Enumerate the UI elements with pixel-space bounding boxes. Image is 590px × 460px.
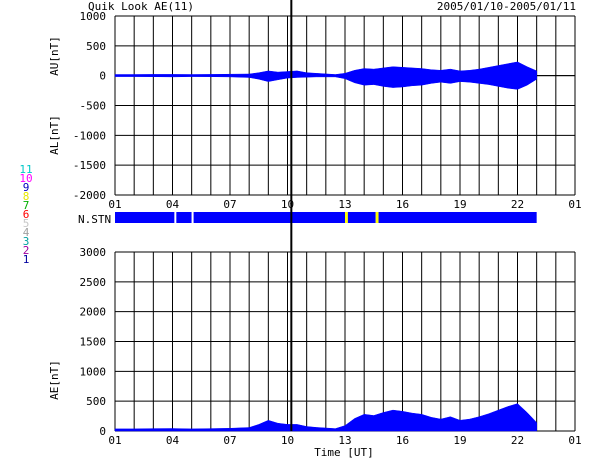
y-tick-label: 500 — [86, 40, 106, 53]
time-axis-label: Time [UT] — [314, 446, 374, 459]
y-tick-label: 1000 — [80, 10, 107, 23]
station-segment — [191, 212, 194, 223]
al-axis-label: AL[nT] — [48, 115, 61, 155]
x-tick-label: 07 — [223, 434, 236, 447]
y-tick-label: -2000 — [73, 189, 106, 202]
series-au — [114, 61, 537, 76]
legend-station-6: 6 — [23, 208, 30, 221]
y-tick-label: 0 — [99, 425, 106, 438]
series-al — [114, 75, 537, 90]
ae-axis-label: AE[nT] — [48, 360, 61, 400]
ae-area — [114, 403, 537, 432]
legend-station-5: 5 — [23, 217, 30, 230]
legend-station-10: 10 — [19, 172, 32, 185]
x-tick-label: 13 — [338, 198, 351, 211]
x-tick-label: 22 — [511, 434, 524, 447]
ae-panel: 3000 2500 2000 1500 1000 500 0 01 04 07 10 13 16 19 2… — [48, 246, 582, 459]
legend-station-3: 3 — [23, 235, 30, 248]
au-al-y-ticks: 1000 500 0 -500 -1000 -1500 -2000 — [73, 10, 106, 202]
x-tick-label: 01 — [108, 198, 121, 211]
au-al-grid — [114, 15, 576, 196]
series-ae — [114, 403, 537, 432]
station-count-panel: N.STN — [78, 212, 537, 226]
y-tick-label: 500 — [86, 395, 106, 408]
ae-y-ticks: 3000 2500 2000 1500 1000 500 0 — [80, 246, 107, 438]
y-tick-label: -500 — [80, 100, 107, 113]
legend-station-2: 2 — [23, 244, 30, 257]
station-segment — [345, 212, 348, 223]
nstn-label: N.STN — [78, 213, 111, 226]
legend-station-7: 7 — [23, 199, 30, 212]
x-tick-label: 19 — [453, 198, 466, 211]
x-tick-label: 10 — [281, 434, 294, 447]
legend-station-4: 4 — [23, 226, 30, 239]
y-tick-label: -1000 — [73, 129, 106, 142]
y-tick-label: 2500 — [80, 276, 107, 289]
y-tick-label: 2000 — [80, 306, 107, 319]
chart-title: Quik Look AE(11) — [88, 0, 194, 13]
station-segment — [375, 212, 379, 223]
y-tick-label: 1500 — [80, 336, 107, 349]
station-bar — [115, 212, 537, 223]
station-segment — [193, 212, 345, 223]
x-tick-label: 01 — [108, 434, 121, 447]
x-tick-label: 16 — [396, 198, 409, 211]
station-segment — [378, 212, 537, 223]
x-tick-label: 01 — [568, 198, 581, 211]
legend-station-9: 9 — [23, 181, 30, 194]
station-segment — [347, 212, 376, 223]
legend-station-1: 1 — [23, 253, 30, 266]
ae-x-ticks: 01 04 07 10 13 16 19 22 01 — [108, 434, 581, 447]
y-tick-label: 3000 — [80, 246, 107, 259]
y-tick-label: 1000 — [80, 365, 107, 378]
x-tick-label: 19 — [453, 434, 466, 447]
x-tick-label: 04 — [166, 198, 180, 211]
au-al-area — [114, 61, 537, 90]
x-tick-label: 22 — [511, 198, 524, 211]
au-al-x-ticks: 01 04 07 10 13 16 19 22 01 — [108, 198, 581, 211]
x-tick-label: 13 — [338, 434, 351, 447]
legend-station-8: 8 — [23, 190, 30, 203]
y-tick-label: -1500 — [73, 159, 106, 172]
x-tick-label: 16 — [396, 434, 409, 447]
station-segment — [176, 212, 192, 223]
x-tick-label: 04 — [166, 434, 180, 447]
x-tick-label: 07 — [223, 198, 236, 211]
legend-station-11: 11 — [19, 163, 32, 176]
date-range: 2005/01/10-2005/01/11 — [437, 0, 576, 13]
au-axis-label: AU[nT] — [48, 36, 61, 76]
station-segment — [115, 212, 175, 223]
station-segment — [174, 212, 177, 223]
x-tick-label: 01 — [568, 434, 581, 447]
y-tick-label: 0 — [99, 70, 106, 83]
ae-grid — [114, 251, 576, 432]
